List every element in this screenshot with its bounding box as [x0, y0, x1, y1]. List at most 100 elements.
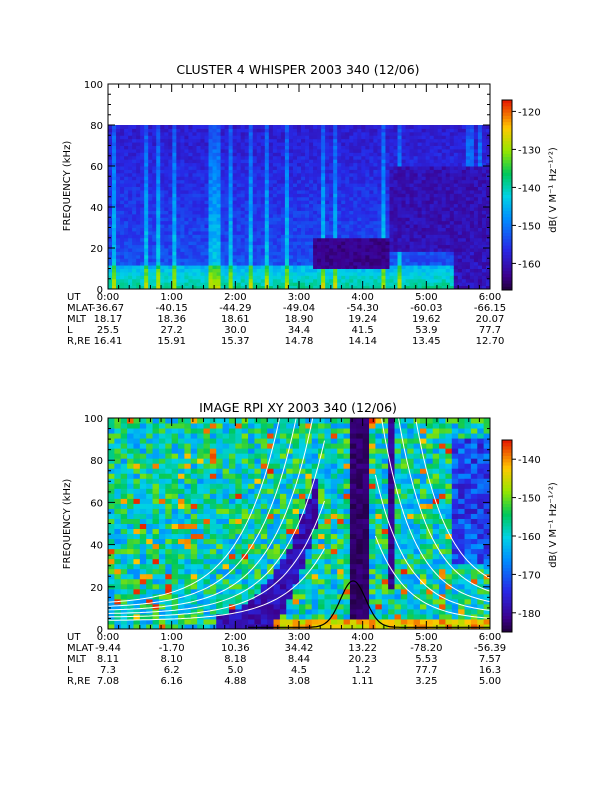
cluster-spectrogram-cell	[445, 142, 451, 146]
cluster-spectrogram-cell	[377, 282, 382, 287]
cluster-spectrogram-cell	[409, 282, 415, 287]
cluster-colorbar-cell	[502, 229, 512, 234]
cluster-spectrogram-cell	[413, 268, 419, 273]
cluster-spectrogram-cell	[429, 162, 435, 167]
cluster-spectrogram-cell	[349, 241, 354, 246]
cluster-spectrogram-cell	[401, 271, 407, 276]
cluster-spectrogram-cell	[144, 172, 149, 177]
cluster-spectrogram-cell	[248, 227, 254, 232]
cluster-spectrogram-cell	[317, 176, 322, 181]
cluster-spectrogram-cell	[144, 234, 149, 239]
cluster-spectrogram-cell	[272, 248, 278, 252]
cluster-spectrogram-cell	[401, 138, 407, 143]
cluster-spectrogram-cell	[361, 241, 366, 246]
image-rpi-spectrogram-cell	[120, 528, 128, 535]
cluster-spectrogram-cell	[465, 282, 471, 287]
cluster-spectrogram-cell	[421, 172, 427, 177]
cluster-spectrogram-cell	[156, 227, 161, 232]
cluster-spectrogram-cell	[301, 138, 306, 143]
cluster-spectrogram-cell	[353, 268, 358, 273]
cluster-spectrogram-cell	[313, 275, 318, 280]
cluster-spectrogram-cell	[333, 271, 338, 276]
cluster-spectrogram-cell	[389, 179, 394, 184]
cluster-spectrogram-cell	[413, 282, 419, 287]
cluster-spectrogram-cell	[256, 196, 262, 201]
cluster-spectrogram-cell	[309, 224, 314, 228]
cluster-spectrogram-cell	[309, 227, 314, 232]
cluster-spectrogram-cell	[136, 196, 141, 201]
cluster-spectrogram-cell	[276, 189, 282, 194]
cluster-spectrogram-cell	[152, 210, 157, 215]
cluster-spectrogram-cell	[313, 282, 318, 287]
cluster-spectrogram-cell	[361, 203, 366, 208]
cluster-spectrogram-cell	[313, 183, 318, 187]
cluster-spectrogram-cell	[192, 220, 197, 225]
cluster-spectrogram-cell	[465, 152, 471, 157]
cluster-spectrogram-cell	[473, 186, 479, 191]
cluster-spectrogram-cell	[184, 135, 189, 140]
cluster-spectrogram-cell	[453, 138, 459, 143]
cluster-spectrogram-cell	[473, 193, 479, 198]
cluster-spectrogram-cell	[116, 125, 121, 129]
cluster-spectrogram-cell	[433, 159, 439, 164]
cluster-spectrogram-cell	[385, 159, 390, 164]
cluster-spectrogram-cell	[280, 265, 286, 269]
cluster-spectrogram-cell	[208, 145, 214, 150]
cluster-spectrogram-cell	[437, 213, 443, 218]
cluster-spectrogram-cell	[433, 275, 439, 280]
cluster-spectrogram-cell	[180, 207, 185, 211]
cluster-spectrogram-cell	[248, 278, 254, 283]
cluster-spectrogram-cell	[309, 278, 314, 283]
cluster-spectrogram-cell	[373, 285, 378, 290]
cluster-spectrogram-cell	[228, 203, 234, 208]
cluster-spectrogram-cell	[369, 152, 374, 157]
cluster-spectrogram-cell	[208, 152, 214, 157]
cluster-spectrogram-cell	[232, 162, 238, 167]
cluster-spectrogram-cell	[136, 230, 141, 235]
cluster-spectrogram-cell	[272, 210, 278, 215]
cluster-spectrogram-cell	[212, 234, 218, 239]
cluster-spectrogram-cell	[168, 258, 173, 263]
cluster-spectrogram-cell	[160, 210, 165, 215]
cluster-spectrogram-cell	[240, 166, 246, 170]
cluster-spectrogram-cell	[268, 200, 274, 205]
cluster-spectrogram-cell	[421, 254, 427, 259]
cluster-spectrogram-cell	[200, 237, 206, 242]
cluster-spectrogram-cell	[429, 278, 435, 283]
cluster-spectrogram-cell	[421, 220, 427, 225]
cluster-spectrogram-cell	[200, 162, 206, 167]
image-rpi-spectrogram-cell	[108, 448, 115, 454]
cluster-spectrogram-cell	[481, 241, 487, 246]
cluster-spectrogram-cell	[148, 271, 153, 276]
cluster-spectrogram-cell	[381, 169, 386, 174]
cluster-spectrogram-cell	[461, 237, 467, 242]
cluster-spectrogram-cell	[425, 200, 431, 205]
cluster-ephemeris-value: -36.67	[92, 303, 124, 314]
cluster-spectrogram-cell	[272, 282, 278, 287]
cluster-spectrogram-cell	[457, 186, 463, 191]
cluster-spectrogram-cell	[196, 183, 201, 187]
cluster-spectrogram-cell	[192, 268, 197, 273]
cluster-spectrogram-cell	[120, 169, 125, 174]
cluster-spectrogram-cell	[244, 217, 250, 222]
cluster-spectrogram-cell	[377, 285, 382, 290]
cluster-spectrogram-cell	[248, 145, 254, 150]
cluster-spectrogram-cell	[112, 145, 117, 150]
cluster-spectrogram-cell	[421, 179, 427, 184]
cluster-spectrogram-cell	[156, 186, 161, 191]
cluster-spectrogram-cell	[272, 135, 278, 140]
cluster-spectrogram-cell	[184, 207, 189, 211]
cluster-spectrogram-cell	[260, 128, 266, 133]
cluster-spectrogram-cell	[469, 169, 475, 174]
cluster-spectrogram-cell	[341, 234, 346, 239]
cluster-spectrogram-cell	[381, 254, 386, 259]
cluster-spectrogram-cell	[264, 135, 270, 140]
cluster-ephemeris-value: 0:00	[97, 292, 119, 303]
cluster-spectrogram-cell	[449, 282, 455, 287]
cluster-spectrogram-cell	[276, 172, 282, 177]
cluster-spectrogram-cell	[164, 131, 169, 136]
cluster-spectrogram-cell	[156, 261, 161, 266]
cluster-spectrogram-cell	[481, 176, 487, 181]
cluster-spectrogram-cell	[164, 241, 169, 246]
cluster-spectrogram-cell	[473, 207, 479, 211]
